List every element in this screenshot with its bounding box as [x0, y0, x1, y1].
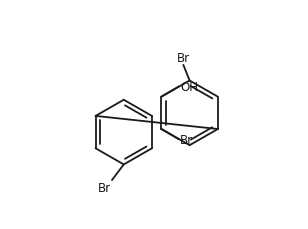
Text: Br: Br [177, 51, 190, 64]
Text: OH: OH [180, 81, 198, 94]
Text: Br: Br [180, 133, 193, 146]
Text: Br: Br [97, 182, 111, 194]
